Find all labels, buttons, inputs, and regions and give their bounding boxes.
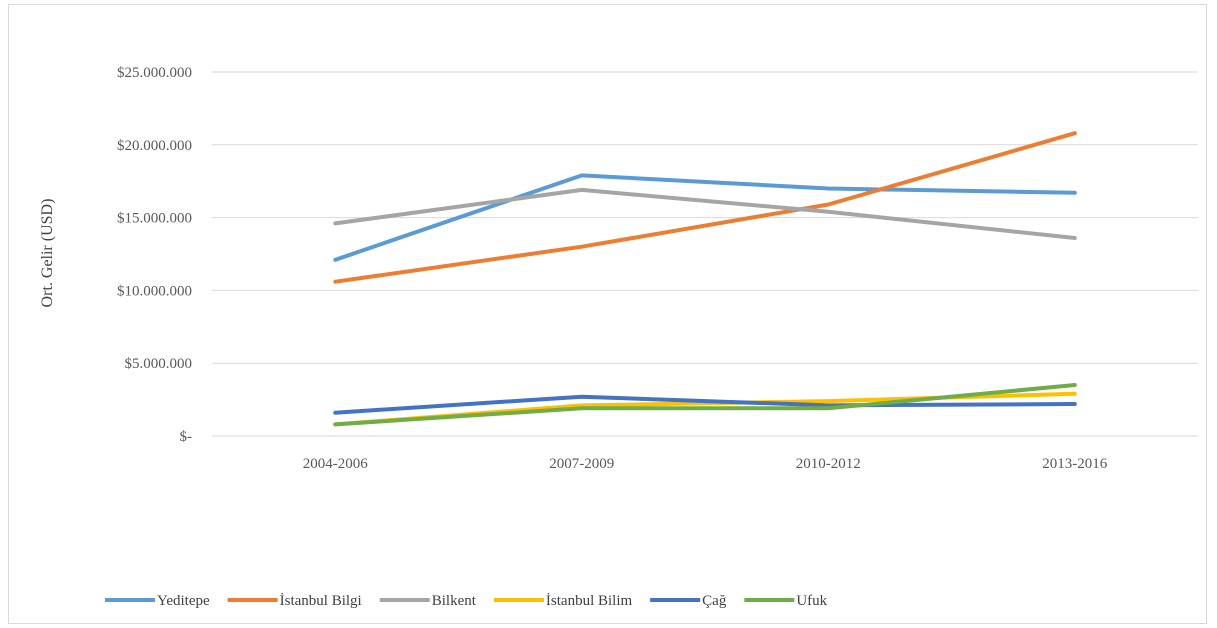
- x-tick-labels: 2004-2006 2007-2009 2010-2012 2013-2016: [303, 456, 1108, 472]
- series-line-bilkent: [333, 187, 1077, 240]
- series-line-yeditepe: [333, 173, 1077, 262]
- legend-item: Ufuk: [744, 593, 828, 609]
- legend: Yeditepe İstanbul Bilgi Bilkent İstanbul Bi…: [105, 593, 828, 609]
- gridlines: [212, 71, 1198, 437]
- series-line-çağ: [333, 394, 1077, 415]
- y-tick-label: $20.000.000: [117, 138, 192, 154]
- legend-label: İstanbul Bilgi: [280, 593, 362, 609]
- legend-label: Yeditepe: [157, 593, 210, 609]
- legend-item: İstanbul Bilim: [493, 593, 633, 609]
- legend-item: İstanbul Bilgi: [227, 593, 362, 609]
- x-tick-label: 2013-2016: [1042, 456, 1107, 472]
- series-line-i̇stanbul-bilgi: [333, 131, 1077, 284]
- y-axis-label: Ort. Gelir (USD): [39, 199, 56, 308]
- y-tick-label: $-: [180, 429, 193, 445]
- y-tick-label: $10.000.000: [117, 283, 192, 299]
- series-lines: [333, 131, 1077, 427]
- legend-item: Çağ: [650, 593, 727, 609]
- y-tick-labels: $- $5.000.000 $10.000.000 $15.000.000 $20.00…: [117, 65, 192, 445]
- x-tick-label: 2010-2012: [796, 456, 861, 472]
- series-line-ufuk: [333, 383, 1077, 427]
- x-tick-label: 2007-2009: [549, 456, 614, 472]
- x-tick-label: 2004-2006: [303, 456, 368, 472]
- y-tick-label: $25.000.000: [117, 65, 192, 81]
- legend-item: Yeditepe: [105, 593, 210, 609]
- legend-label: Ufuk: [796, 593, 827, 609]
- legend-label: Çağ: [702, 593, 727, 609]
- y-tick-label: $5.000.000: [125, 356, 193, 372]
- chart-frame: [8, 4, 1207, 624]
- legend-label: İstanbul Bilim: [546, 593, 633, 609]
- y-tick-label: $15.000.000: [117, 211, 192, 227]
- legend-item: Bilkent: [379, 593, 477, 609]
- legend-label: Bilkent: [432, 593, 477, 609]
